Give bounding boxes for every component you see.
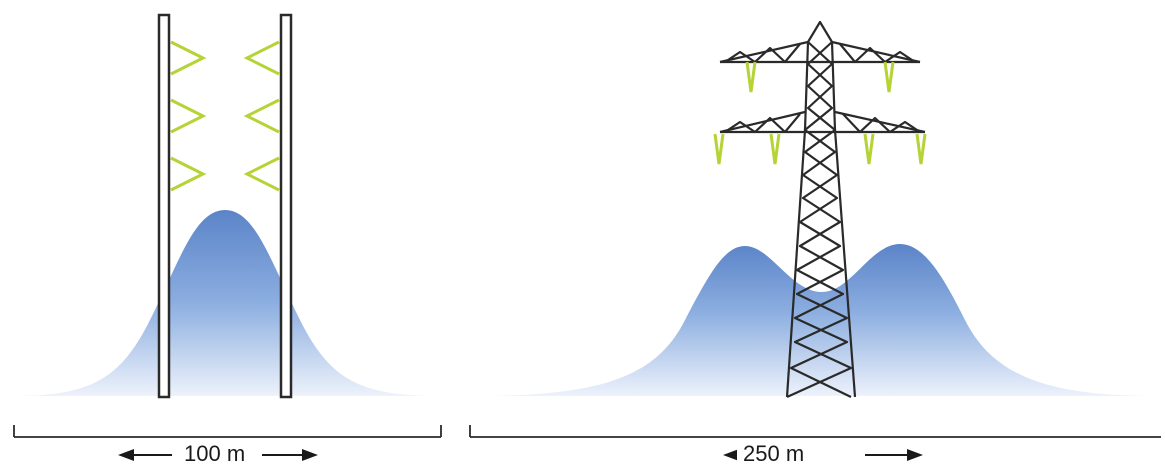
right-insulators (243, 40, 280, 192)
right-scale-label: 250 m (737, 441, 811, 467)
right-pole (279, 13, 293, 399)
left-pole (157, 13, 171, 399)
pylon (719, 20, 926, 399)
right-diagram: 250 m (465, 0, 1165, 470)
left-insulators (170, 40, 207, 192)
right-diagram-graphic (469, 20, 1161, 461)
left-diagram-graphic (12, 13, 442, 461)
left-field-bell (12, 210, 440, 396)
left-scale-arrows (118, 449, 318, 461)
left-diagram: 100 m (0, 0, 450, 470)
right-scale-bracket (469, 425, 1161, 438)
right-field-humps (473, 244, 1160, 396)
left-scale-label: 100 m (178, 441, 252, 467)
left-scale-bracket (13, 425, 442, 438)
pylon-insulators (713, 61, 927, 165)
